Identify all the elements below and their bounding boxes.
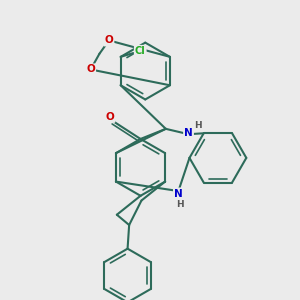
Text: H: H [176, 200, 184, 209]
Text: N: N [184, 128, 193, 138]
Text: O: O [106, 112, 114, 122]
Text: O: O [86, 64, 95, 74]
Text: O: O [105, 35, 113, 45]
Text: H: H [194, 121, 202, 130]
Text: N: N [174, 189, 183, 199]
Text: Cl: Cl [135, 46, 146, 56]
